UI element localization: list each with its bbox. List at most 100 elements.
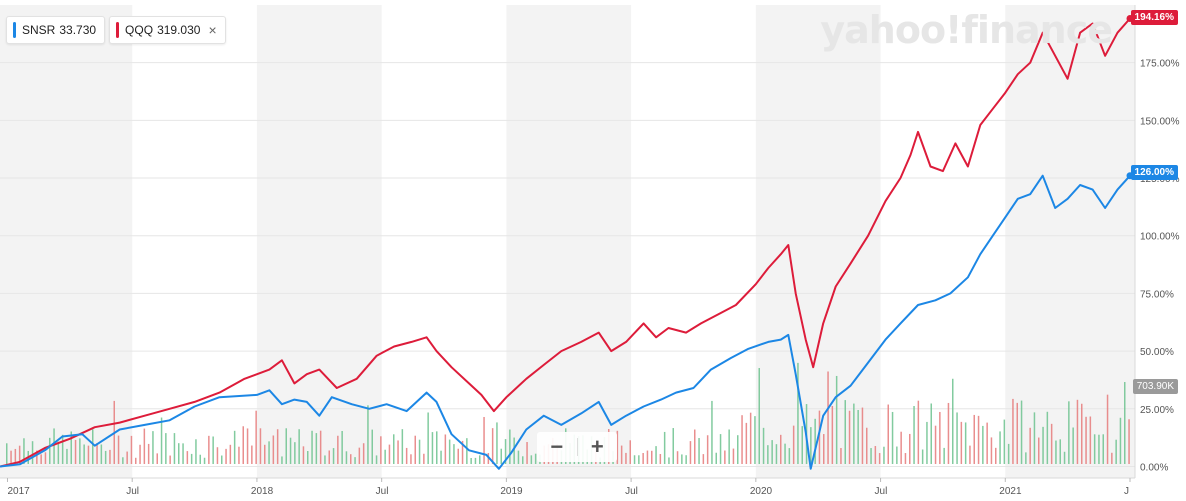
volume-bar (242, 426, 244, 464)
volume-bar (1089, 416, 1092, 464)
x-tick-label: Jul (126, 486, 139, 497)
volume-bar (393, 434, 395, 464)
x-tick-label: 2018 (251, 486, 274, 497)
volume-bar (332, 448, 335, 464)
volume-bar (500, 448, 502, 464)
volume-bar (74, 439, 77, 464)
volume-bar (823, 434, 825, 464)
qqq-color-swatch (116, 22, 120, 38)
volume-bar (655, 446, 657, 464)
volume-bar (1076, 399, 1079, 464)
volume-bar (410, 454, 412, 464)
volume-bar (49, 437, 51, 464)
y-tick-label: 25.00% (1140, 405, 1174, 416)
volume-bar (986, 422, 988, 464)
volume-bar (522, 456, 524, 464)
zoom-in-button[interactable]: + (578, 432, 618, 462)
volume-bar (1016, 402, 1018, 464)
volume-bar (952, 378, 954, 464)
volume-bar (891, 411, 894, 464)
volume-bar (526, 442, 528, 464)
volume-bar (384, 449, 386, 464)
volume-bar (311, 430, 313, 464)
volume-bar (814, 418, 816, 464)
volume-bar (706, 435, 709, 464)
zoom-out-button[interactable]: − (537, 432, 577, 462)
volume-bar (216, 447, 219, 464)
volume-bar (6, 443, 8, 464)
volume-bar (1119, 417, 1122, 464)
volume-bar (633, 455, 636, 464)
volume-bar (921, 449, 924, 464)
volume-bar (1106, 394, 1109, 464)
volume-bar (651, 450, 653, 464)
x-tick-label: J (1124, 486, 1129, 497)
volume-bar (319, 430, 322, 464)
volume-bar (685, 455, 687, 464)
legend: SNSR 33.730 QQQ 319.030 × (6, 16, 226, 44)
volume-bar (900, 431, 902, 464)
volume-bar (40, 454, 42, 464)
volume-bar (943, 447, 945, 464)
volume-bar (754, 416, 756, 464)
remove-qqq-icon[interactable]: × (208, 22, 217, 38)
legend-chip-qqq[interactable]: QQQ 319.030 × (109, 16, 226, 44)
volume-bar (728, 429, 730, 464)
volume-bar (182, 443, 184, 464)
y-tick-label: 100.00% (1140, 232, 1180, 243)
volume-bar (694, 429, 696, 464)
volume-bar (190, 453, 193, 464)
volume-bar (878, 453, 881, 464)
volume-bar (616, 430, 619, 464)
volume-bar (160, 417, 163, 464)
volume-bar (956, 412, 958, 464)
legend-chip-snsr[interactable]: SNSR 33.730 (6, 16, 106, 44)
volume-bar (139, 444, 141, 464)
volume-bar (977, 415, 980, 464)
volume-bar (212, 436, 214, 464)
volume-bar (517, 450, 520, 464)
volume-bar (741, 415, 743, 464)
volume-bar (23, 438, 25, 464)
volume-bar (1007, 443, 1010, 464)
snsr-last-value-flag: 126.00% (1130, 165, 1178, 180)
volume-bar (199, 454, 201, 464)
volume-bar (195, 439, 197, 464)
x-tick-label: 2017 (7, 486, 30, 497)
volume-bar (663, 431, 666, 464)
volume-bar (1093, 434, 1096, 464)
volume-bar (672, 428, 674, 464)
volume-bar (225, 448, 227, 464)
volume-bar (405, 447, 408, 464)
volume-bar (1042, 426, 1044, 464)
volume-bar (18, 445, 21, 464)
volume-bar (246, 428, 249, 464)
volume-bar (431, 432, 434, 464)
volume-bar (44, 452, 47, 464)
volume-bar (969, 445, 971, 464)
volume-bar (474, 457, 477, 464)
volume-bar (947, 402, 950, 464)
volume-bar (732, 448, 735, 464)
volume-bar (79, 438, 81, 464)
volume-bar (440, 450, 442, 464)
volume-bar (14, 448, 17, 464)
volume-bar (496, 422, 498, 464)
volume-bar (324, 455, 326, 464)
volume-bar (448, 439, 451, 464)
volume-bar (767, 445, 769, 464)
volume-bar (534, 453, 537, 464)
volume-bar (169, 455, 171, 464)
volume-bar (775, 444, 778, 464)
volume-bar (203, 457, 206, 464)
volume-bar (96, 443, 98, 464)
volume-bar (960, 421, 963, 464)
volume-bar (930, 403, 932, 464)
volume-bar (629, 440, 631, 464)
volume-bar (917, 400, 920, 464)
volume-bar (771, 440, 773, 464)
volume-bar (186, 451, 189, 464)
volume-bar (762, 427, 765, 464)
volume-bar (982, 425, 984, 464)
